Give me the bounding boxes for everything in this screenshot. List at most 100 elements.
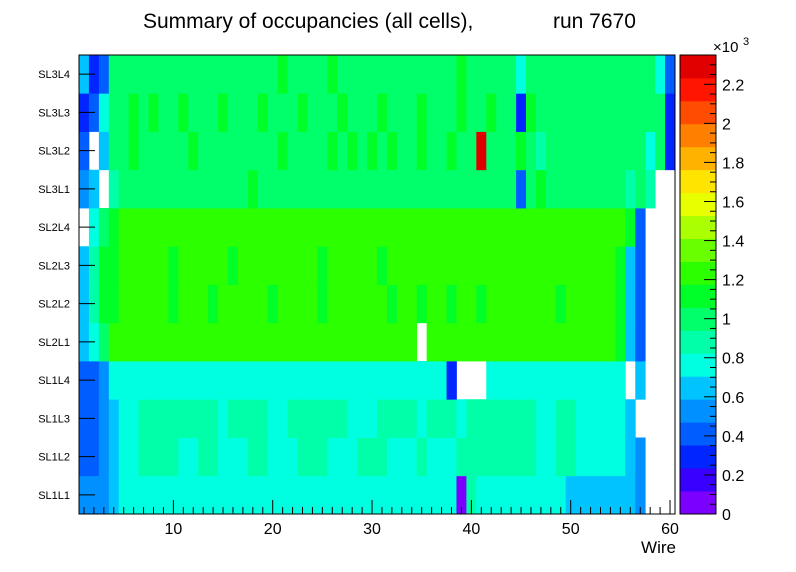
heatmap-cell	[277, 131, 288, 171]
heatmap-cell	[625, 93, 636, 132]
heatmap-cell	[247, 55, 259, 94]
heatmap-cell	[148, 322, 159, 362]
heatmap-cell	[506, 169, 517, 209]
heatmap-cell	[585, 284, 596, 324]
heatmap-cell	[287, 322, 298, 362]
heatmap-cell	[277, 246, 288, 285]
heatmap-cell	[138, 55, 149, 94]
heatmap-cell	[446, 475, 457, 515]
heatmap-cell	[496, 208, 507, 247]
heatmap-cell	[347, 475, 358, 515]
heatmap-cell	[466, 169, 477, 209]
heatmap-cell	[208, 475, 219, 515]
heatmap-cell	[545, 284, 557, 324]
heatmap-cell	[178, 208, 189, 247]
heatmap-cell	[237, 361, 249, 400]
heatmap-cell	[317, 322, 328, 362]
heatmap-cell	[506, 246, 517, 285]
heatmap-cell	[526, 437, 537, 477]
y-tick-label: SL3L3	[38, 107, 70, 119]
heatmap-cell	[347, 169, 358, 209]
heatmap-cell	[516, 475, 527, 515]
color-scale-band	[680, 353, 716, 377]
heatmap-cell	[168, 475, 179, 515]
heatmap-cell	[198, 361, 209, 400]
heatmap-cell	[386, 55, 398, 94]
heatmap-cell	[367, 131, 378, 171]
heatmap-cell	[565, 284, 577, 324]
heatmap-cell	[228, 475, 239, 515]
heatmap-cell	[446, 169, 457, 209]
color-scale-band	[680, 100, 716, 125]
heatmap-cell	[148, 55, 159, 94]
heatmap-cell	[496, 284, 507, 324]
heatmap-cell	[128, 208, 139, 247]
heatmap-cell	[128, 169, 139, 209]
heatmap-cell	[625, 284, 636, 324]
heatmap-cell	[555, 169, 567, 209]
heatmap-cell	[535, 399, 547, 438]
heatmap-cell	[287, 246, 298, 285]
heatmap-cell	[595, 208, 606, 247]
heatmap-cell	[267, 246, 279, 285]
heatmap-cell	[208, 284, 219, 324]
heatmap-cell	[168, 246, 179, 285]
heatmap-cell	[277, 437, 288, 477]
heatmap-cell	[257, 399, 269, 438]
heatmap-cell	[307, 93, 318, 132]
heatmap-cell	[377, 475, 388, 515]
heatmap-cell	[386, 93, 398, 132]
heatmap-cell	[128, 322, 139, 362]
heatmap-cell	[128, 284, 139, 324]
heatmap-cell	[138, 169, 149, 209]
heatmap-cell	[416, 246, 428, 285]
heatmap-cell	[595, 322, 606, 362]
heatmap-cell	[555, 361, 567, 400]
heatmap-cell	[188, 131, 199, 171]
heatmap-cell	[218, 131, 229, 171]
heatmap-cell	[635, 169, 646, 209]
heatmap-cell	[247, 208, 259, 247]
heatmap-cell	[218, 284, 229, 324]
heatmap-cell	[386, 131, 398, 171]
heatmap-cell	[605, 399, 616, 438]
heatmap-cell	[237, 131, 249, 171]
heatmap-cell	[625, 437, 636, 477]
heatmap-cell	[98, 208, 110, 247]
heatmap-cell	[347, 93, 358, 132]
heatmap-cell	[317, 208, 328, 247]
heatmap-cell	[297, 169, 308, 209]
z-tick-label: 2.2	[722, 77, 744, 94]
heatmap-cell	[307, 322, 318, 362]
heatmap-cell	[506, 208, 517, 247]
heatmap-cell	[128, 131, 139, 171]
heatmap-cell	[535, 361, 547, 400]
heatmap-cell	[118, 93, 130, 132]
heatmap-cell	[267, 322, 279, 362]
heatmap-cell	[526, 284, 537, 324]
heatmap-cell	[575, 475, 586, 515]
heatmap-cell	[615, 246, 626, 285]
z-tick-label: 0.4	[722, 429, 744, 446]
heatmap-cell	[337, 475, 348, 515]
heatmap-cell	[396, 208, 408, 247]
heatmap-cell	[327, 284, 338, 324]
heatmap-cell	[108, 284, 120, 324]
heatmap-cell	[198, 169, 209, 209]
heatmap-cell	[605, 131, 616, 171]
heatmap-cell	[526, 208, 537, 247]
heatmap-cell	[406, 475, 418, 515]
heatmap-cell	[218, 437, 229, 477]
heatmap-cell	[148, 93, 159, 132]
heatmap-cell	[327, 399, 338, 438]
heatmap-cell	[327, 322, 338, 362]
y-axis: SL1L1 SL1L2 SL1L3 SL1L4 SL2L1 SL2L2 SL2L3 SL2L4…	[38, 69, 95, 502]
heatmap-cell	[377, 361, 388, 400]
heatmap-cell	[138, 284, 149, 324]
heatmap-cell	[168, 399, 179, 438]
color-scale-band	[680, 146, 716, 171]
heatmap-cell	[605, 437, 616, 477]
heatmap-cell	[247, 399, 259, 438]
z-tick-label: 0	[722, 507, 731, 524]
